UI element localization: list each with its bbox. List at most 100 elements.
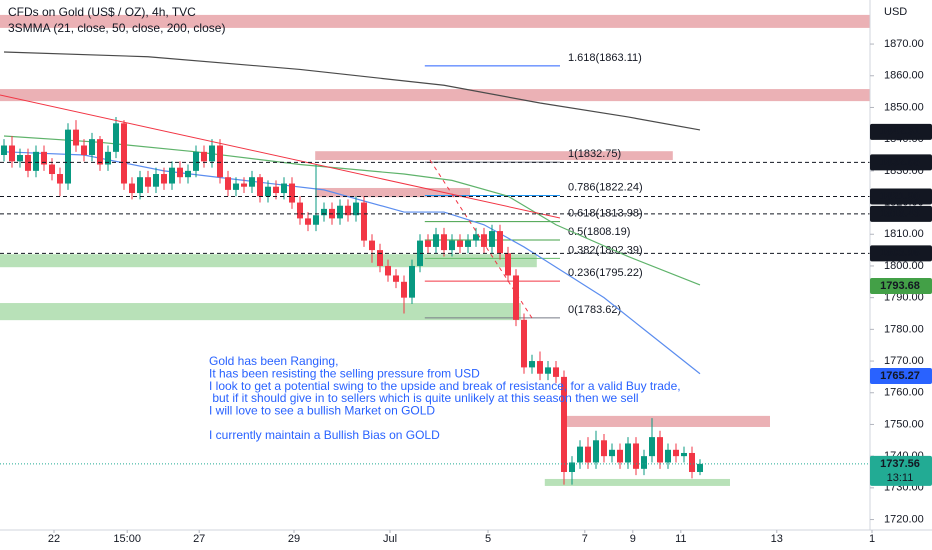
price-tag-label: 1803.98 xyxy=(880,247,920,259)
candle-body xyxy=(641,456,647,469)
annotation-line: I currently maintain a Bullish Bias on G… xyxy=(209,428,440,442)
candle-body xyxy=(393,275,399,282)
x-tick-label: 7 xyxy=(582,533,588,545)
candle-body xyxy=(457,240,463,247)
candle-body xyxy=(433,234,439,247)
fib-label: 0.236(1795.22) xyxy=(568,267,643,279)
fib-label: 0(1783.62) xyxy=(568,304,621,316)
x-tick-label: 11 xyxy=(675,533,686,545)
candle-body xyxy=(25,155,31,171)
candle-body xyxy=(233,183,239,190)
candle-body xyxy=(289,183,295,203)
candle-body xyxy=(633,443,639,469)
price-tag-label: 1793.68 xyxy=(880,280,920,292)
trend-line xyxy=(0,94,561,219)
candle-body xyxy=(241,183,247,187)
y-tick-label: 1850.00 xyxy=(884,101,924,113)
candle-body xyxy=(177,167,183,178)
y-tick-label: 1860.00 xyxy=(884,70,924,82)
candle-body xyxy=(97,139,103,165)
moving-average xyxy=(3,135,701,286)
candle-body xyxy=(353,202,359,216)
candle-body xyxy=(89,139,95,156)
candle-body xyxy=(105,151,111,165)
candle-body xyxy=(529,361,535,368)
candle-body xyxy=(225,177,231,190)
x-tick-label: 1 xyxy=(869,533,875,545)
candle-body xyxy=(313,215,319,225)
candle-body xyxy=(9,145,15,162)
candle-body xyxy=(249,177,255,187)
price-tag xyxy=(870,455,932,486)
candle-body xyxy=(369,240,375,251)
y-tick-label: 1870.00 xyxy=(884,38,924,50)
annotation-line: It has been resisting the selling pressu… xyxy=(209,366,480,380)
price-tag xyxy=(870,188,932,205)
candle-body xyxy=(473,234,479,241)
y-tick-label: 1800.00 xyxy=(884,260,924,272)
candle-body xyxy=(561,376,567,472)
indicator-label: 3SMMA (21, close, 50, close, 200, close) xyxy=(8,21,225,35)
price-tag xyxy=(870,154,932,171)
candle-body xyxy=(257,177,263,197)
candle-body xyxy=(273,186,279,194)
candle-body xyxy=(553,367,559,377)
candle-body xyxy=(657,437,663,463)
y-tick-label: 1780.00 xyxy=(884,323,924,335)
candle-body xyxy=(649,437,655,457)
candle-body xyxy=(217,145,223,178)
candle-body xyxy=(137,177,143,194)
candle-body xyxy=(361,202,367,241)
x-tick-label: 9 xyxy=(630,533,636,545)
overlay: Gold has been Ranging,It has been resist… xyxy=(0,161,870,465)
candle-body xyxy=(185,170,191,178)
price-tag xyxy=(870,368,932,385)
candle-body xyxy=(697,463,703,472)
countdown: 13:11 xyxy=(887,472,914,484)
candle-body xyxy=(337,205,343,219)
candle-body xyxy=(505,253,511,276)
candle-body xyxy=(449,240,455,251)
price-tag-label: 1765.27 xyxy=(880,370,920,382)
candle-body xyxy=(161,174,167,184)
x-tick-label: 5 xyxy=(485,533,491,545)
y-tick-label: 1810.00 xyxy=(884,228,924,240)
annotation-line: I will love to see a bullish Market on G… xyxy=(209,403,435,417)
candle-body xyxy=(385,265,391,276)
y-tick-label: 1790.00 xyxy=(884,292,924,304)
candle-body xyxy=(625,443,631,463)
candle-body xyxy=(673,449,679,457)
currency-label: USD xyxy=(884,6,907,18)
candle-body xyxy=(113,123,119,152)
candle-body xyxy=(321,208,327,216)
candle-body xyxy=(193,151,199,171)
zone xyxy=(0,89,870,102)
candle-body xyxy=(153,174,159,187)
candle-body xyxy=(513,275,519,320)
candle-body xyxy=(57,174,63,184)
candle-body xyxy=(145,177,151,187)
candle-body xyxy=(577,446,583,463)
chart-title: CFDs on Gold (US$ / OZ), 4h, TVC xyxy=(8,5,196,19)
zone xyxy=(315,187,470,198)
annotation-line: Gold has been Ranging, xyxy=(209,354,338,368)
candle-body xyxy=(465,240,471,247)
price-tag-label: 1832.66 xyxy=(880,156,920,168)
price-tag xyxy=(870,123,932,140)
annotation-line: I look to get a potential swing to the u… xyxy=(209,379,681,393)
moving-average xyxy=(3,51,701,131)
y-tick-label: 1750.00 xyxy=(884,418,924,430)
candle-body xyxy=(569,462,575,472)
fib-label: 0.786(1822.24) xyxy=(568,181,643,193)
annotation-line: but if it should give in to sellers whic… xyxy=(209,391,639,405)
candle-body xyxy=(665,449,671,463)
candle-body xyxy=(41,151,47,165)
candle-body xyxy=(129,183,135,194)
candle-body xyxy=(409,265,415,298)
zone xyxy=(0,303,521,321)
candle-body xyxy=(281,183,287,194)
zone xyxy=(315,151,673,161)
y-tick-label: 1720.00 xyxy=(884,513,924,525)
plot-area: 1.618(1863.11) 1(1832.75) 0.786(1822.24) 0.… xyxy=(0,14,870,486)
